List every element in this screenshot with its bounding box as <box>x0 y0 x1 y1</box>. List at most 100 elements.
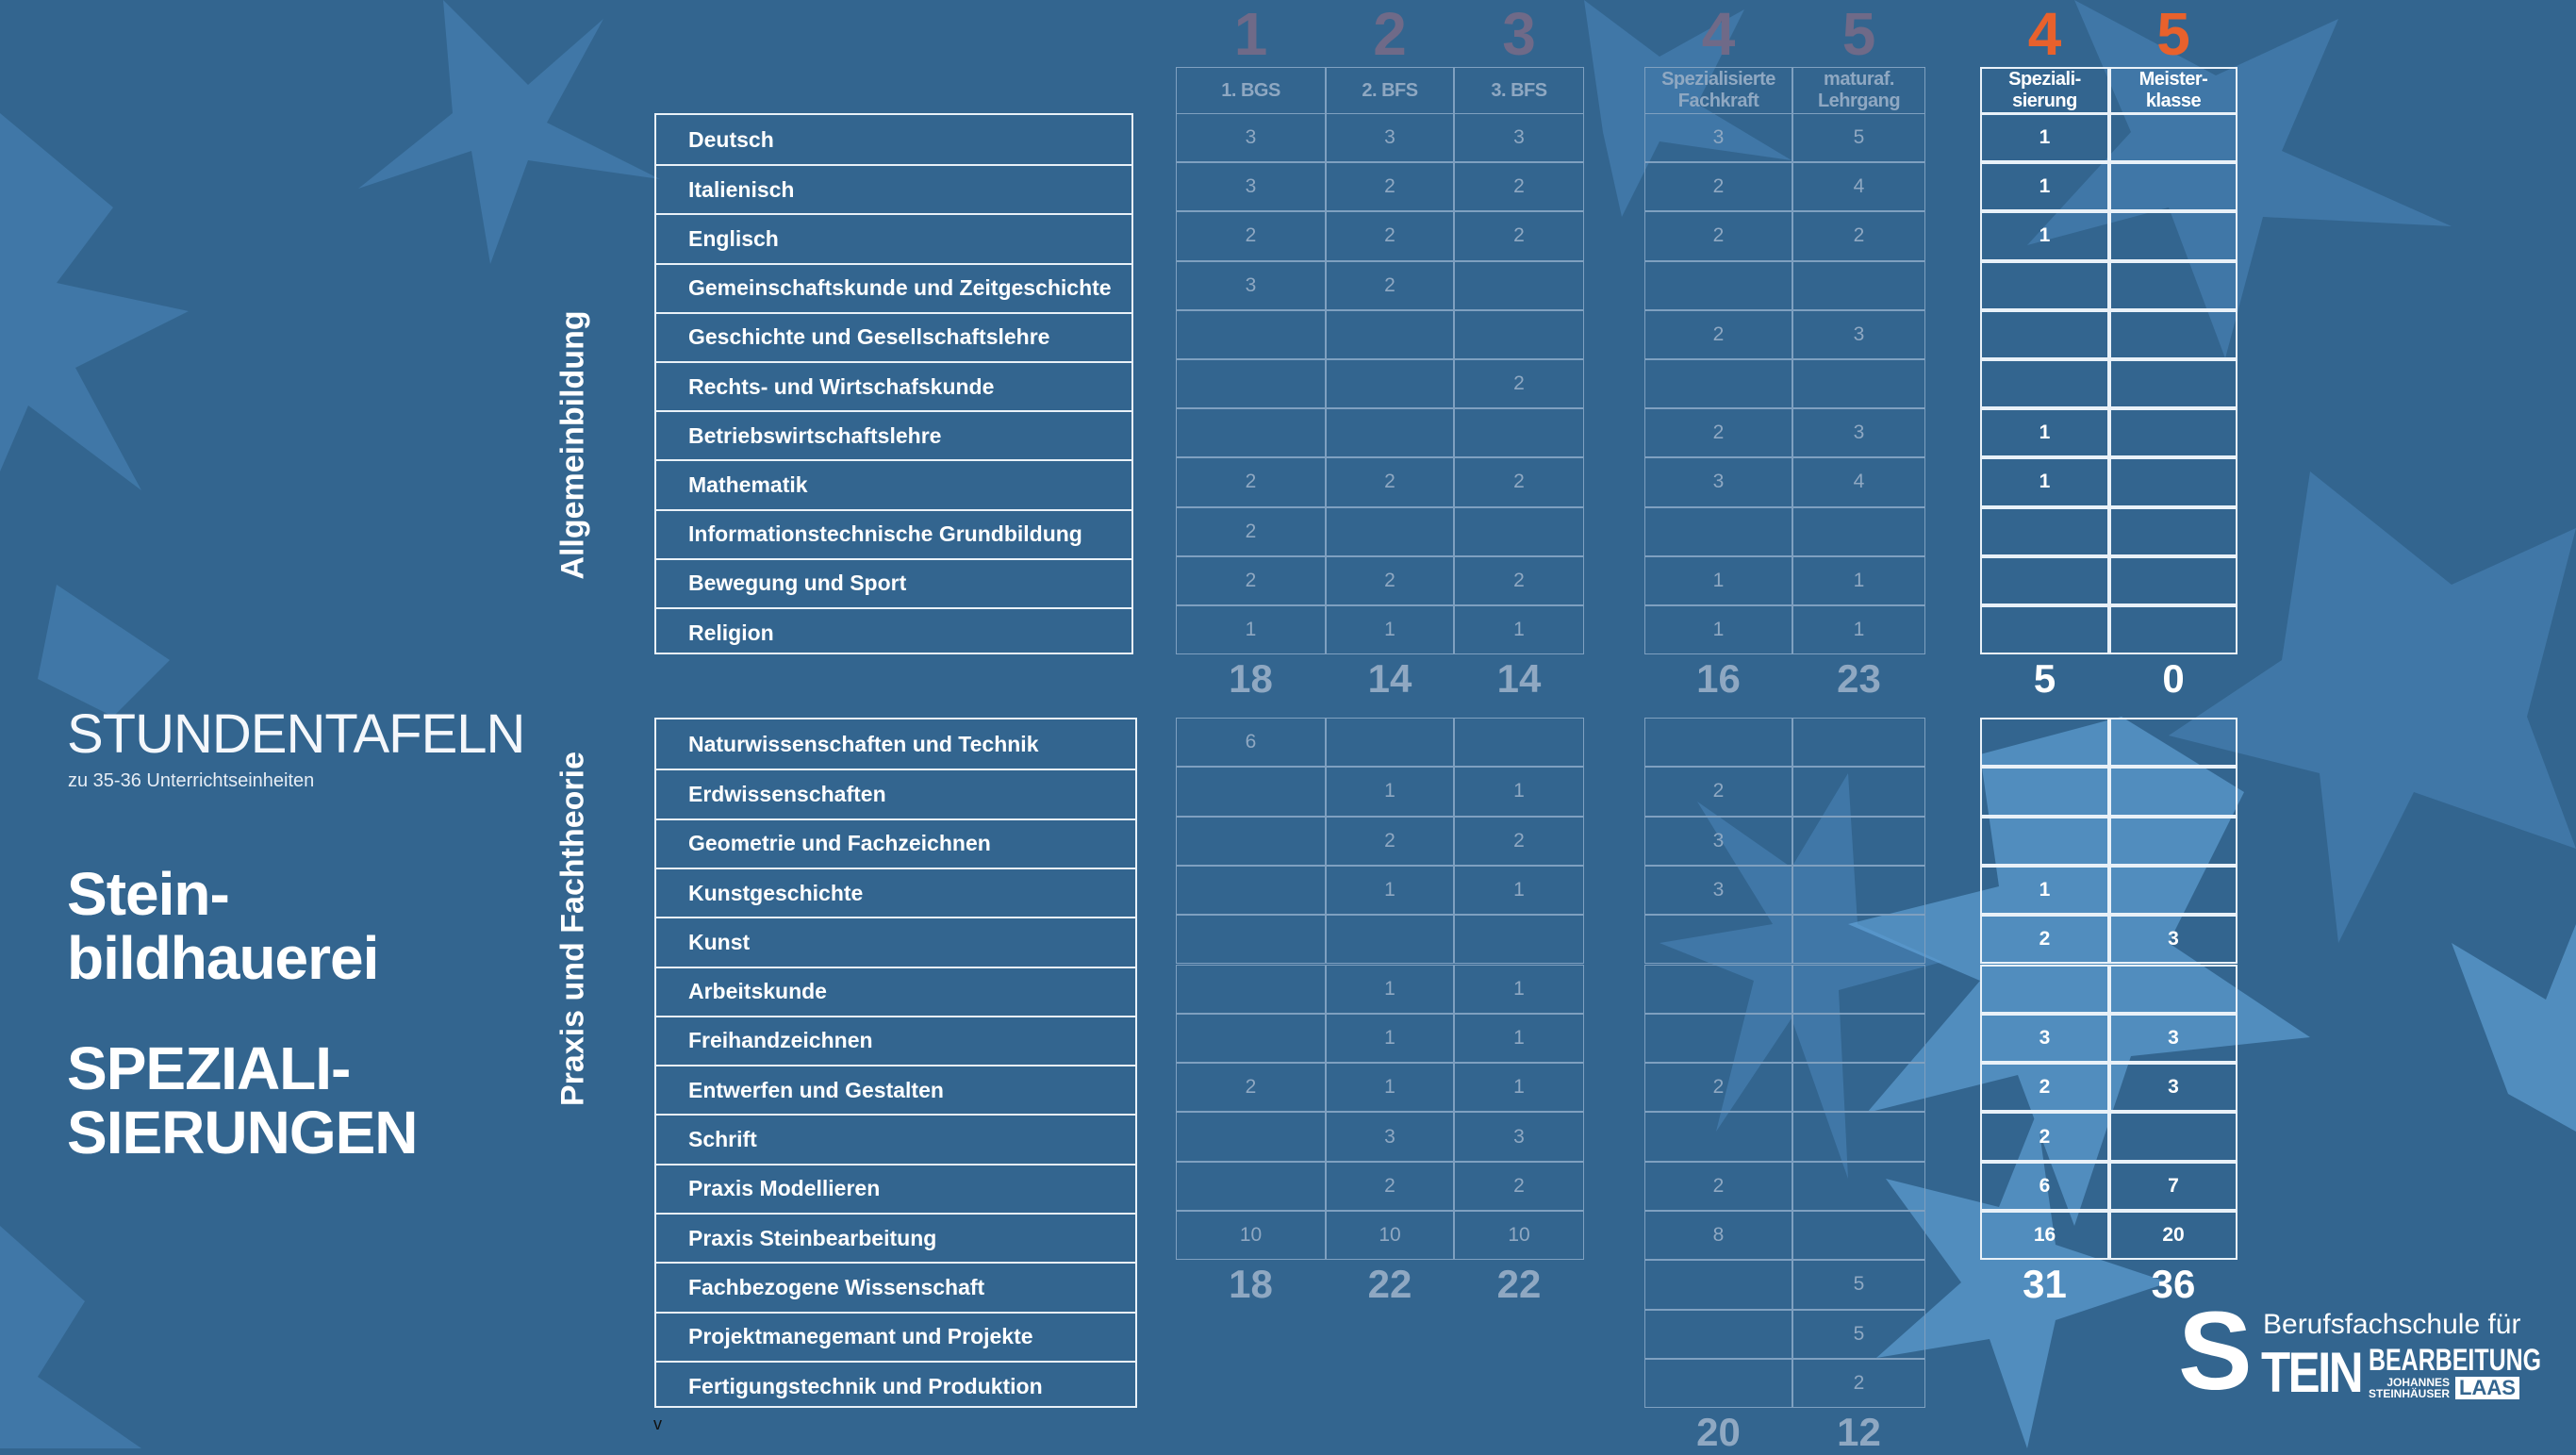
hours-cell: 3 <box>2109 915 2237 965</box>
column-number: 3 <box>1502 0 1536 68</box>
scroll-down-indicator[interactable]: v <box>653 1414 662 1433</box>
hours-cell <box>1644 1013 1792 1064</box>
logo-text: JOHANNES <box>2386 1376 2450 1389</box>
hours-cell <box>2109 113 2237 163</box>
hours-cell <box>2109 964 2237 1014</box>
logo-text: JOHANNES STEINHÄUSER <box>2363 1377 2450 1399</box>
hours-cell <box>1792 1013 1925 1064</box>
hours-cell: 5 <box>1792 1260 1925 1310</box>
hours-cell: 2 <box>1176 555 1326 605</box>
hours-cell: 6 <box>1980 1161 2109 1211</box>
hours-cell: 3 <box>1792 408 1925 458</box>
hours-cell: 10 <box>1176 1211 1326 1261</box>
subject-row: Schrift <box>656 1114 1135 1163</box>
hours-cell <box>1980 309 2109 359</box>
hours-cell: 2 <box>1454 211 1584 261</box>
hours-cell <box>1980 359 2109 409</box>
subject-row: Italienisch <box>656 164 1131 213</box>
hours-cell <box>1980 260 2109 310</box>
hours-cell: 1 <box>1454 767 1584 817</box>
subject-row: Bewegung und Sport <box>656 557 1131 607</box>
hours-cell <box>1792 767 1925 817</box>
hours-cell <box>2109 767 2237 817</box>
column-header: 3. BFS <box>1454 67 1584 114</box>
page-subtitle: zu 35-36 Unterrichtseinheiten <box>68 770 315 791</box>
hours-cell <box>1454 506 1584 556</box>
hours-cell <box>1644 915 1792 965</box>
hours-cell <box>1644 1358 1792 1409</box>
hours-cell: 1 <box>1326 964 1454 1014</box>
hours-cell: 4 <box>1792 162 1925 212</box>
heading-line: bildhauerei <box>67 924 379 992</box>
hours-cell: 1 <box>1792 555 1925 605</box>
subject-list: Naturwissenschaften und Technik Erdwissen… <box>654 718 1137 1409</box>
hours-cell <box>2109 211 2237 261</box>
subject-row: Entwerfen und Gestalten <box>656 1065 1135 1114</box>
subject-row: Englisch <box>656 213 1131 262</box>
hours-cell <box>2109 309 2237 359</box>
hours-cell <box>1176 964 1326 1014</box>
subject-row: Rechts- und Wirtschafskunde <box>656 361 1131 410</box>
column-total: 14 <box>1496 656 1542 702</box>
heading-line: SIERUNGEN <box>67 1099 418 1166</box>
hours-cell: 3 <box>1644 816 1792 866</box>
hours-cell: 2 <box>1644 767 1792 817</box>
hours-cell: 2 <box>1326 162 1454 212</box>
hours-cell <box>2109 605 2237 655</box>
hours-cell: 20 <box>2109 1211 2237 1261</box>
column-total: 18 <box>1229 1262 1273 1307</box>
hours-cell: 3 <box>1176 260 1326 310</box>
hours-cell: 3 <box>1176 162 1326 212</box>
subject-row: Mathematik <box>656 459 1131 508</box>
column-total: 12 <box>1837 1410 1881 1455</box>
hours-cell <box>1326 359 1454 409</box>
hours-cell <box>2109 260 2237 310</box>
hours-cell <box>1980 555 2109 605</box>
hours-cell: 2 <box>1326 260 1454 310</box>
hours-cell: 4 <box>1792 457 1925 507</box>
logo-text: TEIN <box>2261 1341 2364 1404</box>
column-header: 2. BFS <box>1326 67 1454 114</box>
heading-line: SPEZIALI- <box>67 1034 351 1102</box>
subject-row: Arbeitskunde <box>656 966 1135 1016</box>
hours-cell <box>1454 408 1584 458</box>
hours-cell: 2 <box>1792 1358 1925 1409</box>
hours-cell <box>1792 915 1925 965</box>
hours-cell: 3 <box>1454 113 1584 163</box>
hours-cell <box>1454 718 1584 768</box>
hours-cell: 2 <box>1454 555 1584 605</box>
section-label-general: Allgemeinbildung <box>554 310 591 580</box>
hours-cell <box>1644 1112 1792 1162</box>
hours-cell: 1 <box>1980 408 2109 458</box>
page-title: STUNDENTAFELN <box>67 703 525 765</box>
column-total: 14 <box>1367 656 1412 702</box>
hours-cell <box>1176 816 1326 866</box>
hours-cell: 1 <box>1792 605 1925 655</box>
column-total: 16 <box>1696 656 1741 702</box>
hours-cell <box>1176 1112 1326 1162</box>
hours-cell: 2 <box>1326 457 1454 507</box>
column-total: 31 <box>2023 1262 2067 1307</box>
hours-cell <box>1644 718 1792 768</box>
hours-cell: 2 <box>1326 1161 1454 1211</box>
hours-cell: 3 <box>2109 1063 2237 1113</box>
hours-cell: 1 <box>1326 865 1454 916</box>
subject-row: Praxis Steinbearbeitung <box>656 1213 1135 1262</box>
hours-cell <box>1792 260 1925 310</box>
column-total: 22 <box>1367 1262 1412 1307</box>
hours-cell <box>1980 964 2109 1014</box>
hours-cell <box>2109 162 2237 212</box>
hours-cell: 2 <box>1326 816 1454 866</box>
hours-cell <box>2109 865 2237 916</box>
hours-cell: 2 <box>1980 915 2109 965</box>
logo-text: LAAS <box>2455 1377 2519 1399</box>
column-number: 5 <box>2156 0 2190 68</box>
hours-cell: 5 <box>1792 113 1925 163</box>
hours-cell: 6 <box>1176 718 1326 768</box>
subject-list: Deutsch Italienisch Englisch Gemeinschaftsk… <box>654 113 1133 655</box>
hours-cell <box>1644 1309 1792 1359</box>
logo-text: BEARBEITUNG <box>2369 1343 2542 1377</box>
hours-cell <box>2109 555 2237 605</box>
hours-cell: 2 <box>1980 1063 2109 1113</box>
